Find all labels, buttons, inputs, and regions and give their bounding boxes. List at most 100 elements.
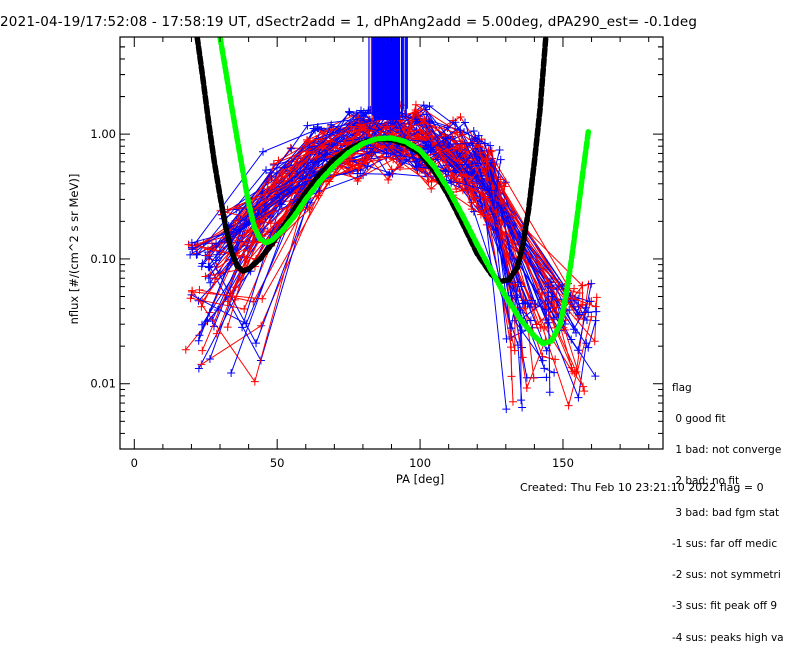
- data-point-marker: [449, 144, 458, 153]
- data-point-marker: [347, 122, 356, 131]
- data-point-marker: [461, 118, 470, 127]
- data-point-marker: [419, 101, 428, 110]
- data-point-marker: [427, 184, 436, 193]
- legend-item: 2 bad: no fit: [672, 475, 740, 488]
- data-point-marker: [591, 302, 600, 311]
- data-point-marker: [207, 239, 216, 248]
- data-point-marker: [510, 346, 519, 355]
- data-point-marker: [517, 326, 526, 335]
- data-point-marker: [276, 167, 285, 176]
- data-point-marker: [526, 316, 535, 325]
- data-point-marker: [240, 304, 249, 313]
- data-point-marker: [353, 177, 362, 186]
- data-point-marker: [476, 210, 485, 219]
- data-point-marker: [197, 360, 206, 369]
- data-point-marker: [570, 284, 579, 293]
- data-point-marker: [551, 355, 560, 364]
- data-point-marker: [517, 396, 526, 405]
- measurement-line: [240, 109, 508, 339]
- data-point-marker: [550, 368, 559, 377]
- data-point-marker: [425, 102, 434, 111]
- data-point-marker: [345, 108, 354, 117]
- data-point-marker: [480, 139, 489, 148]
- measurement-line: [207, 108, 497, 257]
- y-tick-label: 0.10: [90, 252, 116, 266]
- data-point-marker: [574, 393, 583, 402]
- data-point-marker: [416, 126, 425, 135]
- data-point-marker: [584, 343, 593, 352]
- y-tick-label: 1.00: [90, 127, 116, 141]
- data-point-marker: [266, 219, 275, 228]
- data-point-marker: [565, 305, 574, 314]
- data-point-marker: [287, 144, 296, 153]
- data-point-marker: [236, 215, 245, 224]
- data-point-marker: [345, 107, 354, 116]
- data-point-marker: [573, 308, 582, 317]
- legend-item: 3 bad: bad fgm stat: [672, 506, 780, 519]
- data-point-marker: [311, 126, 320, 135]
- legend-item: -1 sus: far off medic: [672, 537, 778, 550]
- data-point-marker: [204, 262, 213, 271]
- data-point-marker: [590, 337, 599, 346]
- data-point-marker: [444, 142, 453, 151]
- data-point-marker: [587, 279, 596, 288]
- data-point-marker: [212, 239, 221, 248]
- data-point-marker: [592, 307, 601, 316]
- data-point-marker: [474, 141, 483, 150]
- data-point-marker: [313, 124, 322, 133]
- chart-canvas: 0 50 100 150 PA [deg] 0.01 0.10 1.00 nflux [#/(c…: [67, 36, 664, 486]
- data-point-marker: [223, 297, 232, 306]
- data-point-marker: [194, 336, 203, 345]
- data-point-marker: [507, 343, 516, 352]
- data-point-marker: [531, 300, 540, 309]
- y-tick-label: 0.01: [90, 377, 116, 391]
- data-point-marker: [194, 364, 203, 373]
- data-point-marker: [238, 323, 247, 332]
- data-point-marker: [471, 193, 480, 202]
- created-footer: Created: Thu Feb 10 23:21:10 2022 flag =…: [520, 481, 764, 494]
- data-point-marker: [411, 105, 420, 114]
- data-point-marker: [320, 150, 329, 159]
- data-point-marker: [507, 324, 516, 333]
- data-point-marker: [487, 146, 496, 155]
- data-point-marker: [362, 144, 371, 153]
- data-point-marker: [475, 150, 484, 159]
- data-point-marker: [259, 147, 268, 156]
- data-point-marker: [587, 312, 596, 321]
- data-point-marker: [538, 356, 547, 365]
- data-point-marker: [387, 165, 396, 174]
- data-point-marker: [592, 293, 601, 302]
- data-point-marker: [541, 305, 550, 314]
- data-point-marker: [485, 186, 494, 195]
- measurement-line: [230, 129, 507, 410]
- legend-item: -3 sus: fit peak off 9: [672, 600, 777, 613]
- saturated-block: [374, 37, 401, 120]
- data-point-marker: [557, 282, 566, 291]
- data-point-marker: [303, 121, 312, 130]
- data-point-marker: [188, 245, 197, 254]
- data-point-marker: [267, 182, 276, 191]
- data-point-marker: [569, 325, 578, 334]
- data-point-marker: [450, 161, 459, 170]
- data-point-marker: [459, 171, 468, 180]
- data-point-marker: [582, 303, 591, 312]
- x-tick-label: 0: [131, 456, 138, 470]
- data-point-marker: [495, 145, 504, 154]
- legend-title: flag: [672, 381, 692, 394]
- x-axis-label: PA [deg]: [396, 472, 444, 486]
- data-point-marker: [575, 310, 584, 319]
- data-point-marker: [480, 182, 489, 191]
- data-point-marker: [384, 175, 393, 184]
- measurement-line: [215, 106, 501, 245]
- data-point-marker: [458, 186, 467, 195]
- data-point-marker: [227, 369, 236, 378]
- data-point-marker: [188, 287, 197, 296]
- data-point-marker: [412, 157, 421, 166]
- data-point-marker: [483, 195, 492, 204]
- data-point-marker: [580, 387, 589, 396]
- data-point-marker: [552, 303, 561, 312]
- data-point-marker: [367, 148, 376, 157]
- data-point-marker: [355, 120, 364, 129]
- legend-item: -4 sus: peaks high va: [672, 631, 784, 644]
- data-point-marker: [449, 174, 458, 183]
